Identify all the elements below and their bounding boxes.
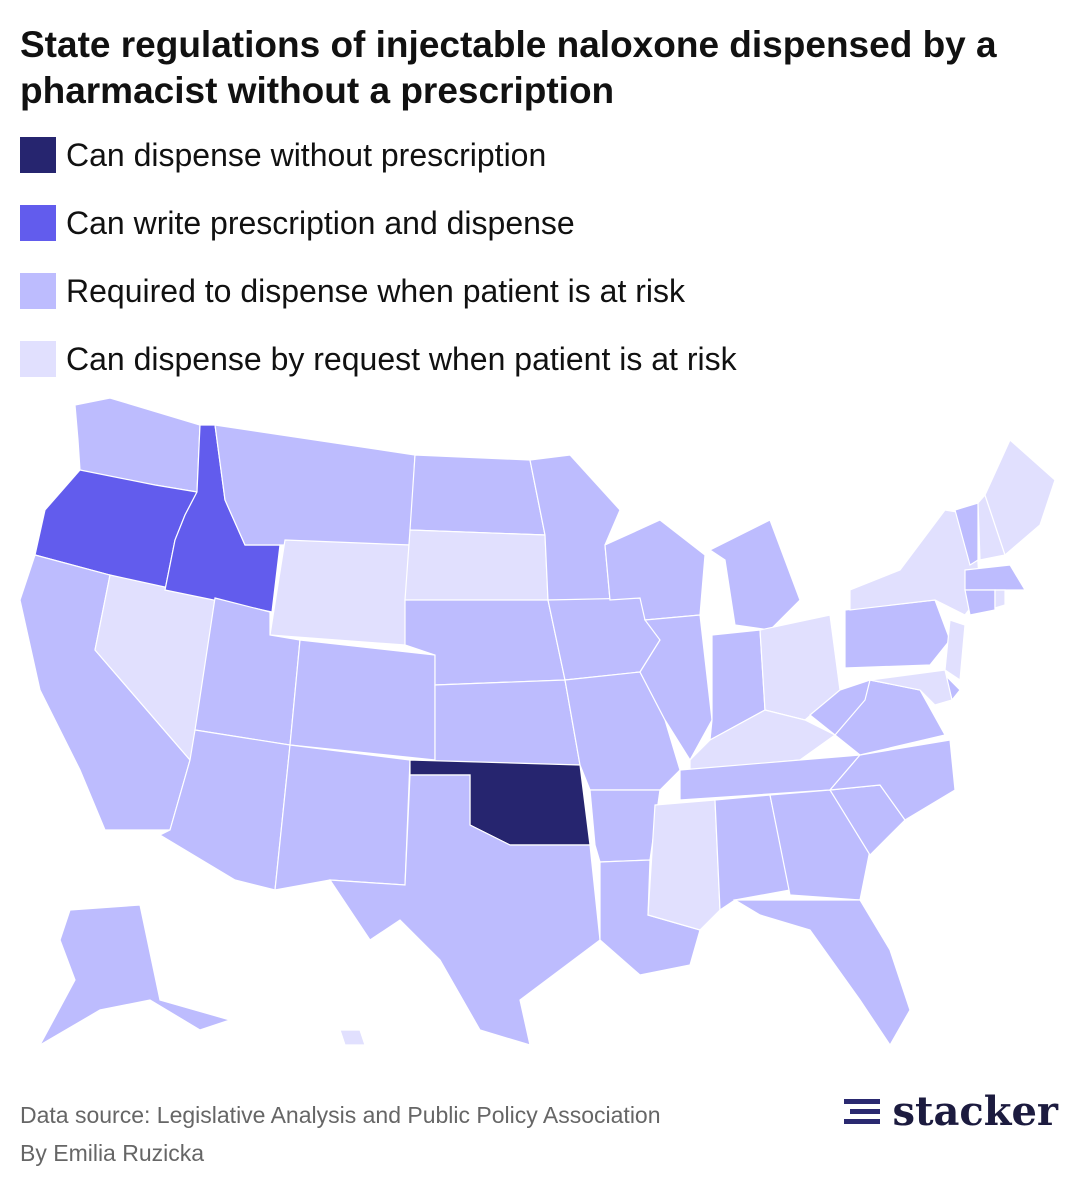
- legend-swatch: [20, 273, 56, 309]
- legend-swatch: [20, 205, 56, 241]
- source: Data source: Legislative Analysis and Pu…: [20, 1102, 661, 1128]
- state-region: [404, 529, 549, 606]
- title: State regulations of injectable naloxone…: [20, 24, 997, 111]
- legend-item: Can dispense by request when patient is …: [20, 340, 737, 377]
- legend-item: Required to dispense when patient is at …: [20, 272, 737, 309]
- state-region: [708, 519, 801, 631]
- state-region: [599, 859, 701, 976]
- legend-item: Can write prescription and dispense: [20, 204, 737, 241]
- state-region: [809, 679, 871, 736]
- state-region: [434, 679, 581, 766]
- state-region: [984, 439, 1056, 557]
- legend-item: Can dispense without prescription: [20, 136, 737, 173]
- state-region: [647, 799, 721, 931]
- legend-label: Required to dispense when patient is at …: [66, 272, 686, 309]
- byline: By Emilia Ruzicka: [20, 1140, 205, 1166]
- state-region: [869, 669, 953, 706]
- state-region: [589, 789, 661, 863]
- legend-swatch: [20, 341, 56, 377]
- legend-swatch: [20, 137, 56, 173]
- state-region: [964, 564, 1027, 591]
- legend-label: Can write prescription and dispense: [66, 204, 575, 241]
- state-region: [289, 639, 436, 761]
- state-region: [844, 599, 951, 669]
- state-region: [274, 744, 411, 891]
- state-region: [954, 502, 979, 566]
- state-region: [269, 539, 411, 646]
- state-region: [214, 424, 416, 546]
- logo-text: stacker: [892, 1088, 1058, 1135]
- state-region: [714, 794, 791, 912]
- state-region: [769, 789, 871, 901]
- state-region: [994, 589, 1006, 609]
- state-region: [38, 904, 233, 1047]
- state-region: [339, 1029, 366, 1046]
- legend-label: Can dispense by request when patient is …: [66, 340, 737, 377]
- legend: Can dispense without prescription Can wri…: [20, 136, 737, 410]
- logo: stacker: [844, 1088, 1058, 1135]
- legend-label: Can dispense without prescription: [66, 136, 547, 173]
- state-region: [639, 614, 713, 762]
- state-region: [944, 619, 966, 682]
- state-region: [964, 589, 996, 616]
- state-region: [732, 899, 911, 1047]
- state-region: [409, 454, 546, 536]
- logo-icon: [844, 1094, 881, 1129]
